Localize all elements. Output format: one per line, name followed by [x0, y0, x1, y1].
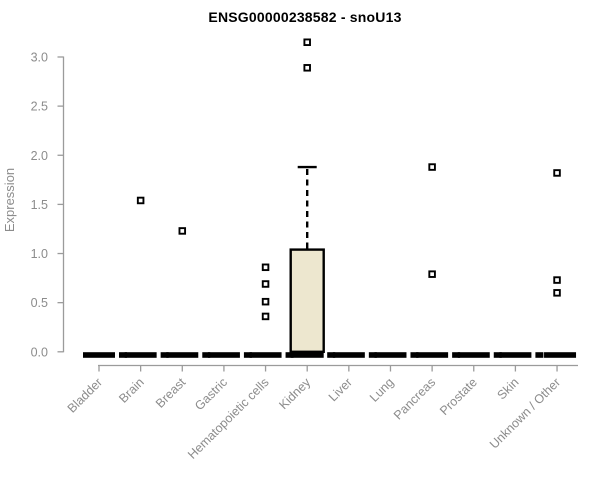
flat-box: [249, 352, 282, 358]
outlier-point: [178, 227, 187, 235]
y-tick-label: 0.0: [31, 345, 48, 359]
outlier-point: [553, 169, 561, 177]
flat-box: [416, 352, 449, 358]
flat-box-dash: [368, 352, 377, 358]
flat-box-dash: [285, 352, 294, 358]
flat-box-dash: [452, 352, 461, 358]
x-tick-label: Pancreas: [391, 375, 438, 422]
flat-box-dash: [535, 352, 544, 358]
outlier-point: [553, 276, 561, 284]
flat-box-dash: [410, 352, 419, 358]
x-tick-label: Prostate: [437, 375, 480, 418]
x-tick-label: Unknown / Other: [487, 375, 563, 451]
outlier-point: [261, 297, 270, 306]
flat-box-dash: [160, 352, 169, 358]
outlier-point: [261, 280, 270, 288]
flat-box: [544, 352, 577, 358]
box: [289, 248, 325, 353]
outlier-point: [261, 263, 270, 272]
x-tick-label: Brain: [116, 375, 147, 406]
flat-box: [124, 352, 157, 358]
flat-box-dash: [119, 352, 127, 358]
median-line: [290, 351, 324, 358]
outlier-point: [303, 38, 311, 46]
x-tick-label: Breast: [153, 375, 189, 411]
outlier-point: [261, 312, 270, 321]
y-tick-label: 1.0: [31, 247, 48, 261]
x-tick-label: Hematopoietic cells: [185, 375, 272, 462]
y-tick-label: 2.5: [31, 100, 48, 114]
outlier-point: [553, 289, 561, 297]
x-tick-label: Gastric: [192, 375, 230, 413]
y-tick-label: 1.5: [31, 198, 48, 212]
flat-box: [499, 352, 532, 358]
x-tick-label: Skin: [494, 375, 521, 402]
y-tick-label: 0.5: [31, 296, 48, 310]
outlier-point: [136, 196, 145, 205]
flat-box: [207, 352, 240, 358]
x-tick-label: Lung: [367, 375, 397, 405]
y-tick-label: 3.0: [31, 50, 48, 64]
y-tick-label: 2.0: [31, 149, 48, 163]
x-tick-label: Kidney: [276, 375, 313, 412]
flat-box: [332, 352, 365, 358]
flat-box-dash: [243, 352, 252, 358]
chart-title: ENSG00000238582 - snoU13: [208, 9, 402, 25]
flat-box: [83, 352, 115, 358]
outlier-point: [428, 270, 436, 278]
flat-box-dash: [493, 352, 502, 358]
outlier-point: [428, 163, 436, 171]
flat-box: [457, 352, 490, 358]
x-tick-label: Liver: [326, 375, 355, 404]
x-tick-label: Bladder: [65, 375, 105, 415]
flat-box: [374, 352, 407, 358]
flat-box: [166, 352, 199, 358]
flat-box-dash: [202, 352, 211, 358]
outlier-point: [303, 64, 311, 72]
flat-box-dash: [327, 352, 336, 358]
